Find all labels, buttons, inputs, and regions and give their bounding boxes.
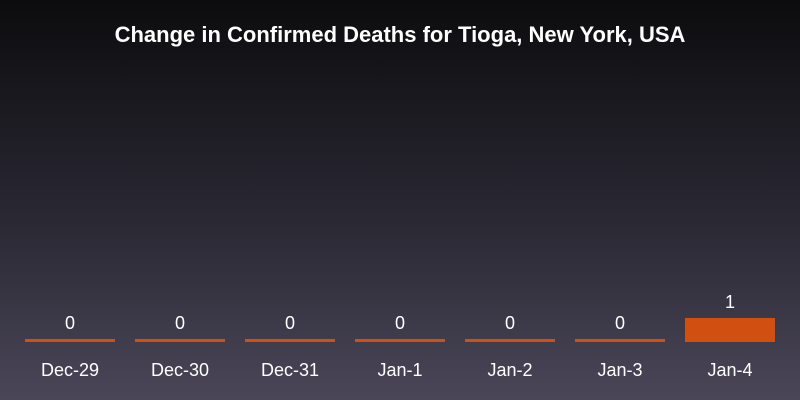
- chart-title: Change in Confirmed Deaths for Tioga, Ne…: [114, 22, 686, 47]
- x-tick-label-jan-1: Jan-1: [377, 360, 422, 380]
- value-label-dec-30: 0: [175, 313, 185, 333]
- x-tick-label-jan-4: Jan-4: [707, 360, 752, 380]
- bar-jan-2: [465, 339, 555, 342]
- bar-jan-4: [685, 318, 775, 342]
- x-tick-label-dec-30: Dec-30: [151, 360, 209, 380]
- value-label-jan-3: 0: [615, 313, 625, 333]
- bar-jan-1: [355, 339, 445, 342]
- value-label-jan-2: 0: [505, 313, 515, 333]
- value-label-dec-31: 0: [285, 313, 295, 333]
- x-tick-label-dec-31: Dec-31: [261, 360, 319, 380]
- value-label-dec-29: 0: [65, 313, 75, 333]
- x-tick-label-jan-3: Jan-3: [597, 360, 642, 380]
- bar-dec-30: [135, 339, 225, 342]
- bar-jan-3: [575, 339, 665, 342]
- bar-dec-31: [245, 339, 335, 342]
- x-tick-label-dec-29: Dec-29: [41, 360, 99, 380]
- value-label-jan-1: 0: [395, 313, 405, 333]
- x-tick-label-jan-2: Jan-2: [487, 360, 532, 380]
- bar-dec-29: [25, 339, 115, 342]
- value-label-jan-4: 1: [725, 292, 735, 312]
